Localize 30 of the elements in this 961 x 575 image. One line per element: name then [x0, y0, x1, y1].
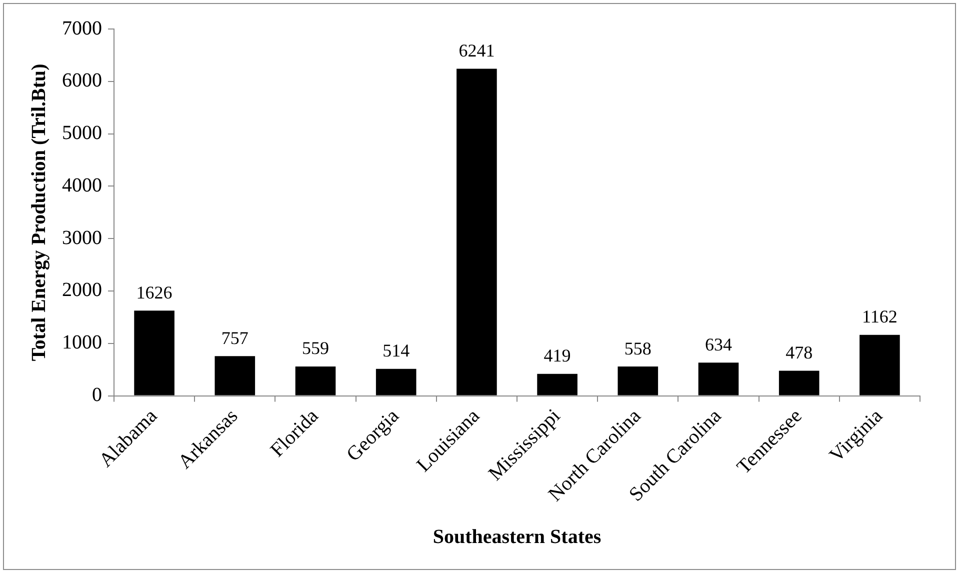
- data-label: 514: [382, 340, 410, 361]
- bar: [618, 366, 658, 396]
- bar: [134, 310, 174, 396]
- bar: [295, 366, 336, 396]
- y-tick-label: 2000: [62, 279, 102, 302]
- bar: [376, 368, 416, 396]
- bar: [214, 356, 256, 396]
- bar: [537, 374, 578, 396]
- y-tick-label: 3000: [62, 226, 102, 249]
- y-tick-label: 6000: [62, 70, 102, 92]
- x-axis-title: Southeastern States: [432, 526, 602, 548]
- data-label: 419: [544, 346, 571, 366]
- data-label: 559: [302, 338, 329, 358]
- data-label: 558: [624, 338, 652, 358]
- data-label: 634: [705, 334, 732, 354]
- data-label: 757: [221, 328, 248, 348]
- data-label: 478: [786, 342, 813, 362]
- bar: [456, 68, 497, 396]
- bar: [778, 370, 820, 396]
- bar: [698, 362, 739, 396]
- y-tick-label: 5000: [62, 122, 102, 144]
- data-label: 6241: [458, 40, 495, 61]
- y-axis-title: Total Energy Production (Tril.Btu): [28, 64, 50, 362]
- bar: [860, 334, 900, 396]
- y-tick-label: 7000: [62, 17, 102, 40]
- data-label: 1162: [862, 306, 898, 327]
- y-tick-label: 1000: [62, 332, 102, 354]
- data-label: 1626: [136, 282, 172, 302]
- y-tick-label: 4000: [62, 174, 102, 196]
- y-tick-label: 0: [92, 384, 102, 406]
